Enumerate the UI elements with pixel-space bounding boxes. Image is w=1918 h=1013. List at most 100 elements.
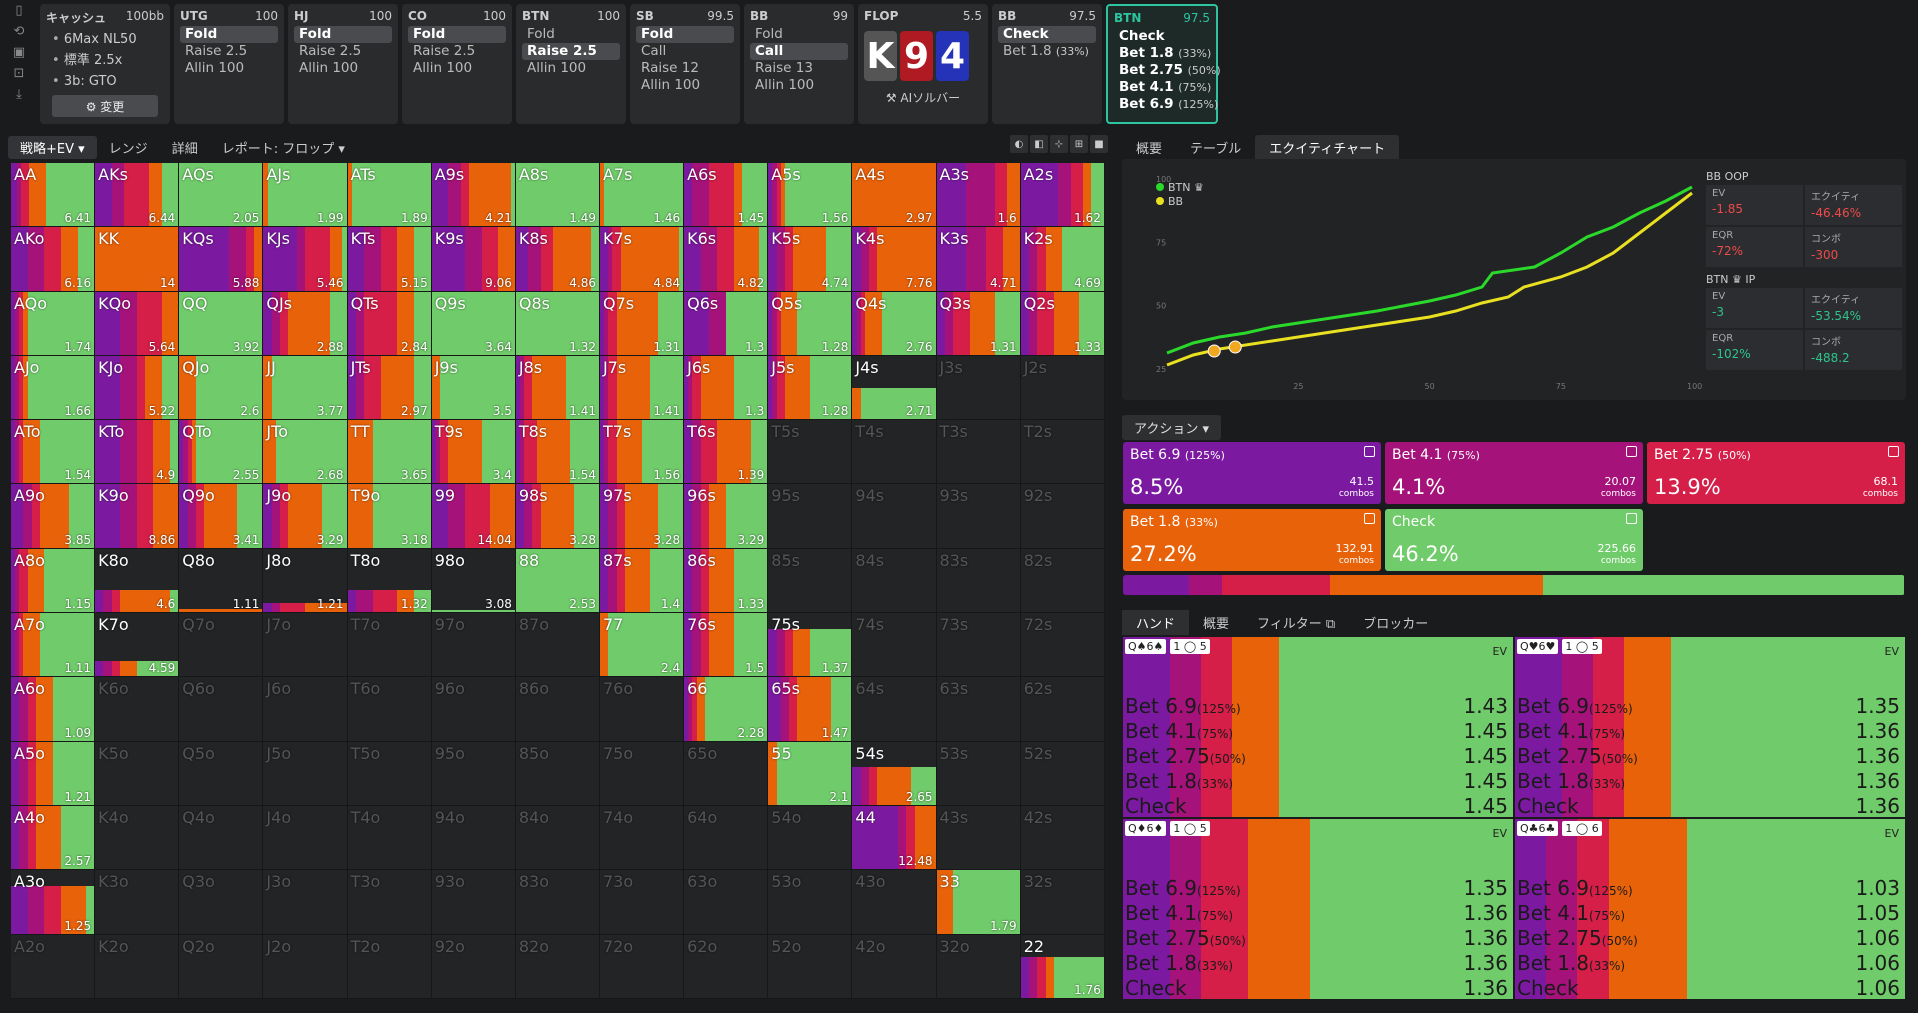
hand-cell-K8s[interactable]: K8s 4.86 [515,227,600,292]
hand-cell-A4o[interactable]: A4o 2.57 [11,805,96,871]
hand-cell-86s[interactable]: 86s 1.33 [684,548,769,614]
hand-cell-KJo[interactable]: KJo 5.22 [95,355,180,421]
hand-cell-Q4o[interactable]: Q4o [179,805,264,871]
details-icon[interactable] [1888,446,1899,457]
hand-cell-76o[interactable]: 76o [599,677,685,742]
action-option[interactable]: Fold [527,26,555,42]
hand-cell-64s[interactable]: 64s [852,677,937,742]
hand-cell-95s[interactable]: 95s [768,484,853,549]
view-toggle-icon[interactable]: ⊹ [1050,135,1068,153]
hand-cell-Q2o[interactable]: Q2o [179,934,264,999]
action-option[interactable]: Raise 2.5 [185,43,248,59]
hand-cell-52o[interactable]: 52o [768,934,853,999]
hand-cell-A9s[interactable]: A9s 4.21 [431,163,516,228]
hand-cell-85s[interactable]: 85s [768,548,853,614]
hand-cell-AKs[interactable]: AKs 6.44 [95,163,180,228]
action-box-3[interactable]: Bet 1.8 (33%) 27.2% 132.91 combos [1123,509,1381,571]
hand-cell-K7o[interactable]: K7o 4.59 [95,613,180,678]
hand-cell-Q5o[interactable]: Q5o [179,741,264,806]
hand-cell-K2o[interactable]: K2o [95,934,180,999]
hand-cell-43s[interactable]: 43s [936,805,1021,871]
hand-cell-65o[interactable]: 65o [684,741,769,806]
hand-cell-97s[interactable]: 97s 3.28 [599,484,685,549]
node-action[interactable]: Bet 1.8 (33%) [1114,45,1211,62]
hand-cell-J9s[interactable]: J9s 3.5 [431,355,516,421]
hand-cell-54s[interactable]: 54s 2.65 [852,741,937,806]
hand-cell-A3o[interactable]: A3o 1.25 [11,870,96,935]
bookmark-icon[interactable]: ▯ [15,3,23,18]
hand-tab-0[interactable]: ハンド [1122,610,1190,635]
hand-cell-Q9o[interactable]: Q9o 3.41 [179,484,264,549]
action-option[interactable]: Allin 100 [413,60,473,76]
hand-cell-62s[interactable]: 62s [1020,677,1105,742]
hand-cell-Q6o[interactable]: Q6o [179,677,264,742]
action-box-4[interactable]: Check 46.2% 225.66 combos [1385,509,1643,571]
hand-cell-K5o[interactable]: K5o [95,741,180,806]
hand-cell-KTo[interactable]: KTo 4.9 [95,420,180,485]
hand-cell-42o[interactable]: 42o [852,934,937,999]
hand-cell-AJs[interactable]: AJs 1.99 [263,163,348,228]
hand-cell-96o[interactable]: 96o [431,677,516,742]
hand-cell-77[interactable]: 77 2.4 [599,613,685,678]
hand-cell-83o[interactable]: 83o [515,870,600,935]
view-toggle-icon[interactable]: ⊞ [1070,135,1088,153]
hand-cell-Q8o[interactable]: Q8o 1.11 [179,548,264,614]
hand-cell-84s[interactable]: 84s [852,548,937,614]
hand-cell-K7s[interactable]: K7s 4.84 [599,227,685,292]
action-option[interactable]: Raise 12 [641,60,699,76]
hand-cell-JTo[interactable]: JTo 2.68 [263,420,348,485]
hand-cell-94s[interactable]: 94s [852,484,937,549]
hand-cell-97o[interactable]: 97o [431,613,516,678]
ai-solver-button[interactable]: ⚒ AIソルバー [885,91,961,105]
action-option[interactable]: Raise 2.5 [522,43,620,60]
node-action[interactable]: Check [998,26,1096,43]
hand-cell-Q6s[interactable]: Q6s 1.3 [684,291,769,356]
hand-cell-J5s[interactable]: J5s 1.28 [768,355,853,421]
action-option[interactable]: Allin 100 [641,77,701,93]
hand-cell-73o[interactable]: 73o [599,870,685,935]
hand-cell-K4o[interactable]: K4o [95,805,180,871]
hand-cell-K2s[interactable]: K2s 4.69 [1020,227,1105,292]
hand-cell-AJo[interactable]: AJo 1.66 [11,355,96,421]
tab-0[interactable]: 戦略+EV ▾ [8,135,97,159]
hand-cell-J6o[interactable]: J6o [263,677,348,742]
hand-cell-Q2s[interactable]: Q2s 1.33 [1020,291,1105,356]
hand-cell-A6s[interactable]: A6s 1.45 [684,163,769,228]
hand-cell-T6s[interactable]: T6s 1.39 [684,420,769,485]
hand-cell-J7o[interactable]: J7o [263,613,348,678]
hand-cell-88[interactable]: 88 2.53 [515,548,600,614]
details-icon[interactable] [1364,513,1375,524]
action-option[interactable]: Fold [636,26,734,43]
hand-cell-A5o[interactable]: A5o 1.21 [11,741,96,806]
hand-cell-22[interactable]: 22 1.76 [1020,934,1105,999]
hand-cell-82o[interactable]: 82o [515,934,600,999]
hand-cell-ATs[interactable]: ATs 1.89 [347,163,432,228]
hand-cell-96s[interactable]: 96s 3.29 [684,484,769,549]
hand-cell-63s[interactable]: 63s [936,677,1021,742]
hand-cell-J8s[interactable]: J8s 1.41 [515,355,600,421]
hand-cell-A6o[interactable]: A6o 1.09 [11,677,96,742]
hand-cell-92o[interactable]: 92o [431,934,516,999]
hand-cell-53s[interactable]: 53s [936,741,1021,806]
view-toggle-icon[interactable]: ◐ [1010,135,1028,153]
hand-cell-KQs[interactable]: KQs 5.88 [179,227,264,292]
hand-cell-KK[interactable]: KK 14 [95,227,180,292]
hand-cell-62o[interactable]: 62o [684,934,769,999]
hand-cell-T2o[interactable]: T2o [347,934,432,999]
hand-cell-44[interactable]: 44 12.48 [852,805,937,871]
hand-cell-J8o[interactable]: J8o 1.21 [263,548,348,614]
action-dropdown[interactable]: アクション ▾ [1122,415,1222,440]
hand-cell-64o[interactable]: 64o [684,805,769,871]
action-box-1[interactable]: Bet 4.1 (75%) 4.1% 20.07 combos [1385,442,1643,504]
right-tab-1[interactable]: テーブル [1190,142,1242,157]
hand-cell-T8o[interactable]: T8o 1.32 [347,548,432,614]
hand-cell-AQo[interactable]: AQo 1.74 [11,291,96,356]
hand-cell-32o[interactable]: 32o [936,934,1021,999]
action-option[interactable]: Fold [180,26,278,43]
hand-combo[interactable]: Q♥6♥ 1 ◯ 5 EV Bet 6.9(125%) 1.35 Bet 4.1(75%)… [1515,637,1905,817]
details-icon[interactable] [1364,446,1375,457]
import-icon[interactable]: ⤓ [16,87,22,102]
gamepad-icon[interactable]: ⊡ [13,66,25,81]
hand-cell-K9s[interactable]: K9s 9.06 [431,227,516,292]
hand-cell-76s[interactable]: 76s 1.5 [684,613,769,678]
